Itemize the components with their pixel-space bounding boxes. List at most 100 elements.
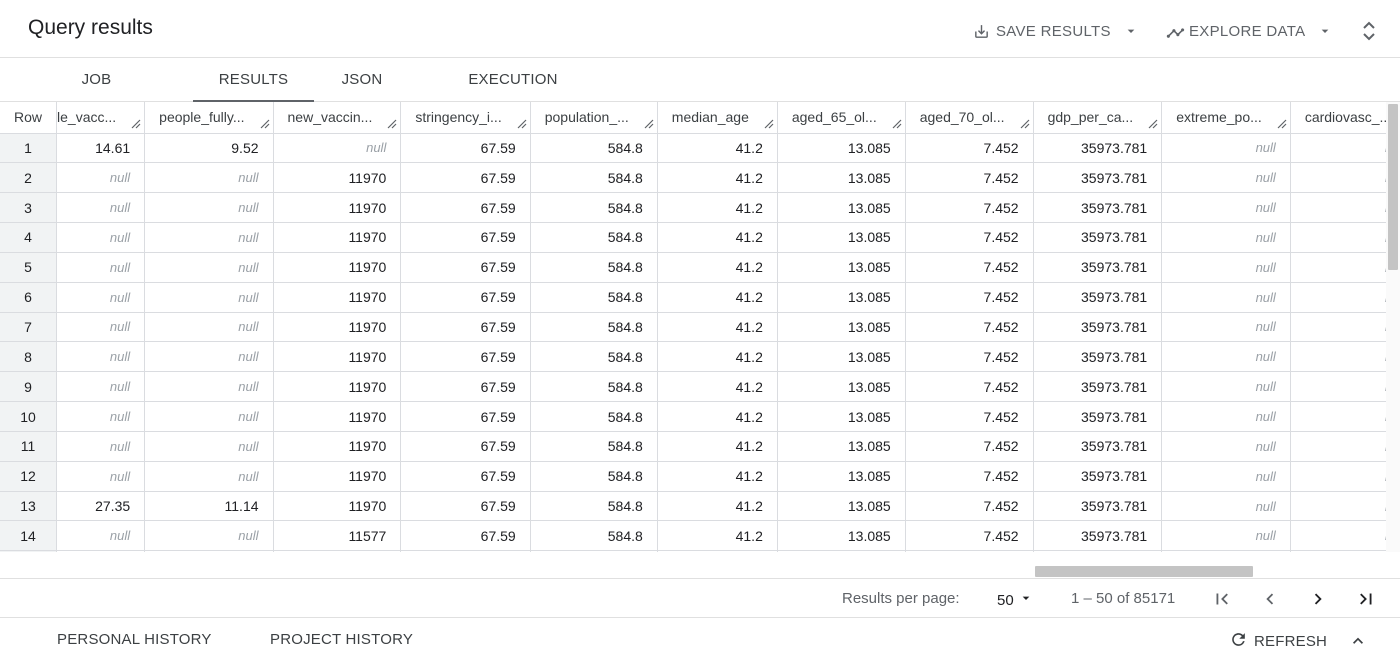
column-header[interactable]: stringency_i... bbox=[400, 102, 531, 134]
table-cell: 7.452 bbox=[905, 162, 1034, 194]
table-cell: 35973.781 bbox=[1033, 341, 1163, 373]
table-cell: null bbox=[56, 401, 146, 432]
table-cell: null bbox=[144, 461, 274, 492]
table-cell: 13.085 bbox=[777, 252, 906, 283]
table-cell: 7.452 bbox=[905, 431, 1034, 462]
row-number bbox=[0, 550, 58, 552]
table-cell: 67.59 bbox=[400, 192, 531, 224]
pagination-bar: Results per page: 50 1 – 50 of 85171 bbox=[0, 578, 1400, 618]
table-cell: null bbox=[56, 222, 146, 253]
column-header-label: extreme_po... bbox=[1176, 109, 1262, 126]
personal-history-tab[interactable]: PERSONAL HISTORY bbox=[57, 631, 212, 648]
table-cell: null bbox=[1161, 162, 1291, 194]
next-page-button[interactable] bbox=[1307, 588, 1329, 610]
column-header[interactable]: new_vaccin... bbox=[273, 102, 402, 134]
last-page-button[interactable] bbox=[1355, 588, 1377, 610]
tab-json[interactable]: JSON bbox=[341, 71, 383, 88]
table-cell: 7.452 bbox=[905, 312, 1034, 343]
column-header-label: people_fully... bbox=[159, 109, 245, 126]
row-number: 2 bbox=[0, 162, 58, 194]
table-cell: 13.085 bbox=[777, 341, 906, 373]
table-cell bbox=[56, 550, 146, 552]
horizontal-scrollbar-thumb[interactable] bbox=[1035, 566, 1253, 577]
table-cell: 584.8 bbox=[530, 192, 658, 224]
expand-panel-button[interactable] bbox=[1360, 19, 1378, 43]
table-cell bbox=[144, 550, 274, 552]
table-cell: 584.8 bbox=[530, 162, 658, 194]
table-cell: null bbox=[1161, 431, 1291, 462]
table-cell: 41.2 bbox=[657, 341, 778, 373]
table-cell: 67.59 bbox=[400, 252, 531, 283]
column-header[interactable]: median_age bbox=[657, 102, 778, 134]
table-cell: null bbox=[56, 252, 146, 283]
column-header-label: aged_65_ol... bbox=[791, 109, 877, 126]
table-cell: null bbox=[1290, 222, 1386, 253]
table-cell: 35973.781 bbox=[1033, 312, 1163, 343]
table-cell: null bbox=[56, 341, 146, 373]
previous-page-button[interactable] bbox=[1259, 588, 1281, 610]
table-cell: 67.59 bbox=[400, 431, 531, 462]
horizontal-scrollbar[interactable] bbox=[0, 563, 1386, 577]
table-cell: 7.452 bbox=[905, 222, 1034, 253]
table-row: 2 null null 11970 67.59 584.8 41.2 13.085 7.452 3… bbox=[0, 162, 1386, 194]
tab-results[interactable]: RESULTS bbox=[193, 58, 314, 102]
vertical-scrollbar-thumb[interactable] bbox=[1388, 104, 1398, 270]
results-per-page-select[interactable]: 50 bbox=[997, 590, 1034, 610]
table-cell: null bbox=[144, 252, 274, 283]
table-cell: null bbox=[1290, 341, 1386, 373]
table-cell: 7.452 bbox=[905, 192, 1034, 224]
table-cell: 584.8 bbox=[530, 341, 658, 373]
column-header[interactable]: population_... bbox=[530, 102, 658, 134]
first-page-button[interactable] bbox=[1211, 588, 1233, 610]
column-header[interactable]: extreme_po... bbox=[1161, 102, 1291, 134]
query-results-header: Query results SAVE RESULTS EXPLORE DATA bbox=[0, 0, 1400, 58]
column-header-label: gdp_per_ca... bbox=[1047, 109, 1134, 126]
project-history-tab[interactable]: PROJECT HISTORY bbox=[270, 631, 414, 648]
save-results-button[interactable]: SAVE RESULTS bbox=[973, 19, 1139, 43]
results-table: Row le_vacc... people_fully... new_vaccin..… bbox=[0, 102, 1386, 552]
table-cell: 41.2 bbox=[657, 222, 778, 253]
table-cell: null bbox=[1161, 371, 1291, 403]
table-cell: 27.35 bbox=[56, 491, 146, 522]
tab-job-information[interactable]: JOB INFORMATION bbox=[43, 71, 149, 132]
table-cell: null bbox=[1290, 192, 1386, 224]
table-cell: 11970 bbox=[273, 461, 402, 492]
table-cell: 67.59 bbox=[400, 222, 531, 253]
table-cell: null bbox=[1161, 491, 1291, 522]
column-header[interactable]: le_vacc... bbox=[56, 102, 146, 134]
table-cell: null bbox=[1161, 520, 1291, 552]
table-cell bbox=[1033, 550, 1163, 552]
table-cell bbox=[273, 550, 402, 552]
table-cell: null bbox=[144, 282, 274, 313]
tab-execution-details[interactable]: EXECUTION DETAILS bbox=[468, 71, 558, 132]
table-cell: 13.085 bbox=[777, 192, 906, 224]
row-number: 3 bbox=[0, 192, 58, 224]
column-header[interactable]: aged_70_ol... bbox=[905, 102, 1034, 134]
table-row: 14 null null 11577 67.59 584.8 41.2 13.085 7.452… bbox=[0, 520, 1386, 552]
column-header[interactable]: gdp_per_ca... bbox=[1033, 102, 1163, 134]
table-cell: null bbox=[1161, 282, 1291, 313]
table-row: 9 null null 11970 67.59 584.8 41.2 13.085 7.452 3… bbox=[0, 371, 1386, 403]
explore-data-button[interactable]: EXPLORE DATA bbox=[1166, 19, 1333, 43]
refresh-icon bbox=[1229, 630, 1248, 653]
row-number: 7 bbox=[0, 312, 58, 343]
row-number-header-label: Row bbox=[14, 109, 43, 126]
row-number: 9 bbox=[0, 371, 58, 403]
table-cell: 35973.781 bbox=[1033, 491, 1163, 522]
column-header[interactable]: people_fully... bbox=[144, 102, 274, 134]
table-cell: 67.59 bbox=[400, 461, 531, 492]
row-number: 13 bbox=[0, 491, 58, 522]
table-cell: 13.085 bbox=[777, 431, 906, 462]
table-cell: null bbox=[56, 461, 146, 492]
refresh-button[interactable]: REFRESH bbox=[1229, 630, 1327, 653]
table-row: 3 null null 11970 67.59 584.8 41.2 13.085 7.452 3… bbox=[0, 192, 1386, 224]
column-header[interactable]: cardiovasc_... bbox=[1290, 102, 1386, 134]
vertical-scrollbar[interactable] bbox=[1386, 102, 1400, 552]
row-number-header: Row bbox=[0, 102, 58, 134]
collapse-history-button[interactable] bbox=[1348, 631, 1368, 651]
table-cell: 584.8 bbox=[530, 222, 658, 253]
table-cell: 14.61 bbox=[56, 133, 146, 164]
table-cell: 11970 bbox=[273, 341, 402, 373]
column-header[interactable]: aged_65_ol... bbox=[777, 102, 906, 134]
chart-icon bbox=[1166, 22, 1185, 41]
